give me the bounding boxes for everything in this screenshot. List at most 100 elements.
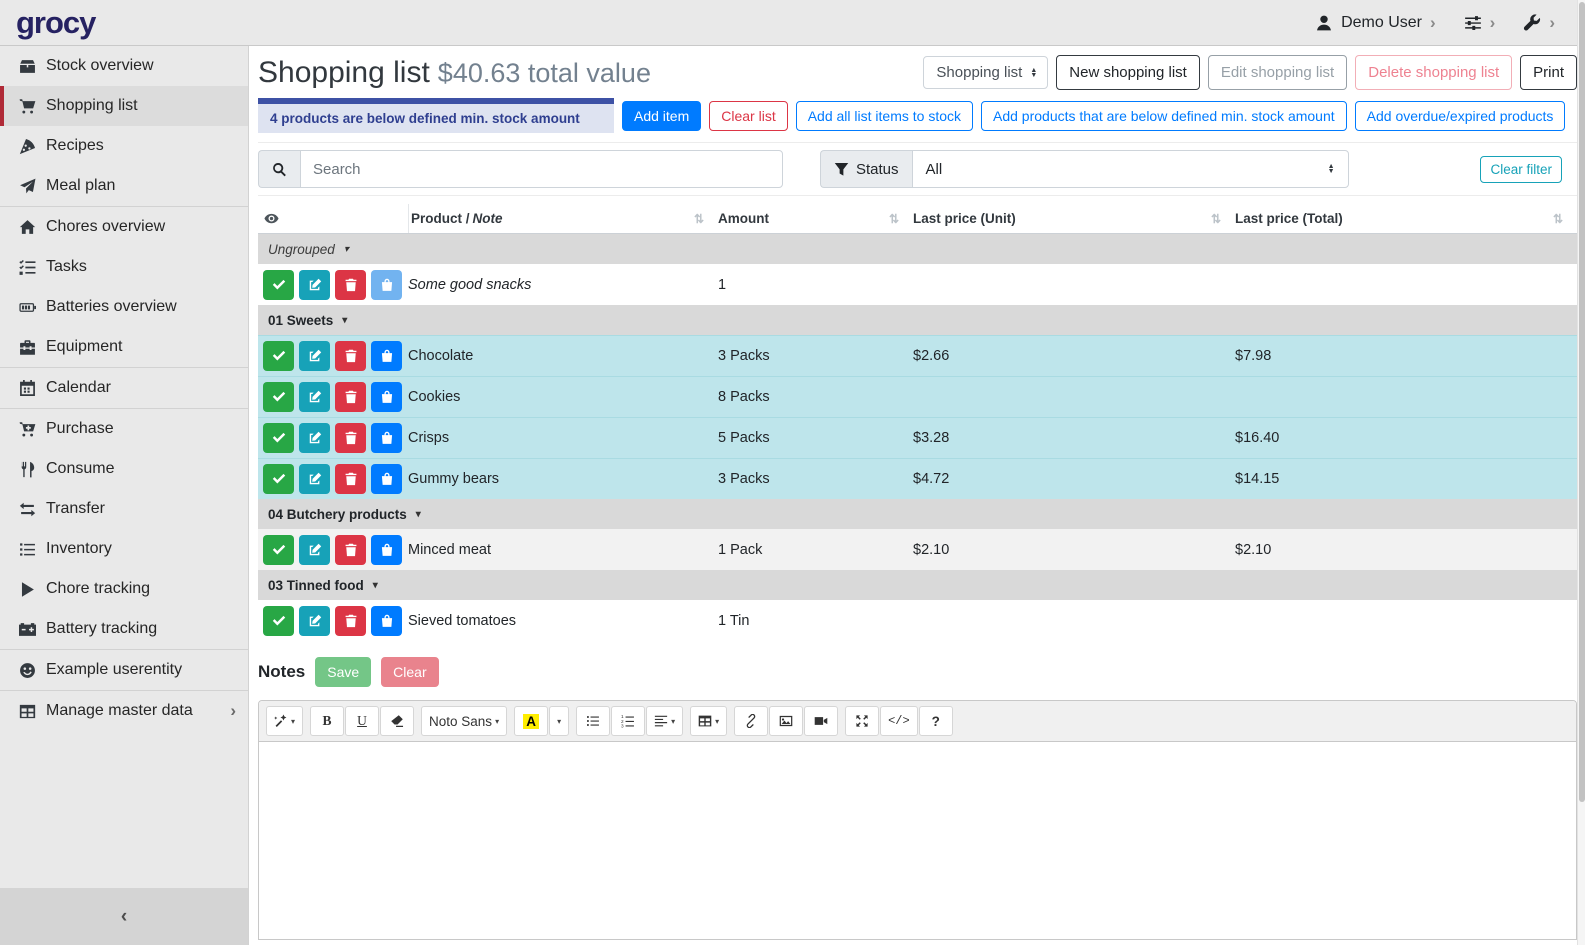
sidebar-item-chore-tracking[interactable]: Chore tracking [0,569,248,609]
sliders-icon [1464,14,1482,32]
row-add-to-stock-button[interactable] [371,382,402,412]
row-edit-button[interactable] [299,341,330,371]
sidebar-item-tasks[interactable]: Tasks [0,247,248,287]
sidebar-item-manage-master-data[interactable]: Manage master data › [0,691,248,731]
ordered-list-button[interactable] [611,706,646,736]
new-shopping-list-button[interactable]: New shopping list [1056,55,1200,90]
notes-editor-content[interactable] [259,742,1576,939]
row-done-button[interactable] [263,341,294,371]
row-done-button[interactable] [263,534,294,565]
notes-save-button[interactable]: Save [315,657,372,687]
status-filter-group: Status All ▲ ▼ [820,150,1349,188]
add-all-to-stock-button[interactable]: Add all list items to stock [795,100,973,131]
row-edit-button[interactable] [299,534,330,565]
insert-link-button[interactable] [734,706,769,736]
sidebar-item-inventory[interactable]: Inventory [0,529,248,569]
shopping-list-select[interactable]: Shopping list ▲ ▼ [923,56,1049,89]
edit-shopping-list-button[interactable]: Edit shopping list [1207,55,1348,90]
delete-shopping-list-button[interactable]: Delete shopping list [1355,55,1513,90]
edit-icon [308,472,322,486]
font-family-button[interactable]: Noto Sans ▾ [421,706,508,736]
sidebar-item-transfer[interactable]: Transfer [0,489,248,529]
row-delete-button[interactable] [335,605,366,636]
row-edit-button[interactable] [299,382,330,412]
clear-list-button[interactable]: Clear list [709,100,788,131]
page-scrollbar[interactable] [1577,0,1585,945]
clear-formatting-button[interactable] [380,706,415,736]
sidebar-item-shopping-list[interactable]: Shopping list [0,86,248,126]
sidebar-item-stock-overview[interactable]: Stock overview [0,46,248,86]
bold-button[interactable]: B [310,706,345,736]
add-overdue-button[interactable]: Add overdue/expired products [1354,100,1566,131]
code-view-button[interactable]: </> [880,706,918,736]
visibility-column-header[interactable] [258,204,408,233]
row-add-to-stock-button[interactable] [371,605,402,636]
font-color-caret-button[interactable]: ▾ [549,706,570,736]
sidebar-item-batteries-overview[interactable]: Batteries overview [0,287,248,327]
group-header-04-butchery-products[interactable]: 04 Butchery products ▾ [258,499,1577,529]
clear-filter-button[interactable]: Clear filter [1480,155,1562,183]
row-delete-button[interactable] [335,464,366,494]
last-price-total-column-header[interactable]: Last price (Total) ⇅ [1235,211,1563,226]
row-delete-button[interactable] [335,341,366,371]
row-edit-button[interactable] [299,464,330,494]
row-delete-button[interactable] [335,534,366,565]
search-input[interactable] [300,150,783,188]
row-amount: 5 Packs [718,430,770,446]
insert-table-button[interactable]: ▾ [690,706,728,736]
row-add-to-stock-button[interactable] [371,423,402,453]
sidebar-item-consume[interactable]: Consume [0,449,248,489]
min-stock-alert[interactable]: 4 products are below defined min. stock … [258,98,614,133]
add-below-min-stock-button[interactable]: Add products that are below defined min.… [981,100,1347,131]
row-add-to-stock-button[interactable] [371,341,402,371]
notes-clear-button[interactable]: Clear [381,657,439,687]
sidebar-item-calendar[interactable]: Calendar [0,368,248,408]
sidebar-item-battery-tracking[interactable]: Battery tracking [0,609,248,649]
row-edit-button[interactable] [299,605,330,636]
row-done-button[interactable] [263,605,294,636]
scrollbar-thumb[interactable] [1579,2,1585,802]
group-header-01-sweets[interactable]: 01 Sweets ▾ [258,305,1577,335]
row-delete-button[interactable] [335,269,366,300]
admin-menu[interactable]: › [1523,13,1555,33]
insert-picture-button[interactable] [769,706,804,736]
insert-video-button[interactable] [804,706,839,736]
app-logo[interactable]: grocy [16,4,96,40]
fullscreen-button[interactable] [845,706,880,736]
settings-menu[interactable]: › [1464,13,1495,33]
print-button[interactable]: Print [1520,55,1577,90]
sidebar-item-purchase[interactable]: Purchase [0,409,248,449]
row-delete-button[interactable] [335,423,366,453]
amount-column-header[interactable]: Amount ⇅ [718,211,899,226]
user-menu[interactable]: Demo User › [1315,13,1436,33]
sidebar-collapse-button[interactable]: ‹ [0,888,248,945]
sidebar-item-chores-overview[interactable]: Chores overview [0,207,248,247]
row-done-button[interactable] [263,382,294,412]
shopping-bag-icon [380,431,394,445]
sidebar-item-recipes[interactable]: Recipes [0,126,248,166]
sidebar-item-example-userentity[interactable]: Example userentity [0,650,248,690]
sidebar-item-meal-plan[interactable]: Meal plan [0,166,248,206]
row-done-button[interactable] [263,464,294,494]
row-delete-button[interactable] [335,382,366,412]
row-edit-button[interactable] [299,423,330,453]
row-done-button[interactable] [263,269,294,300]
group-header-ungrouped[interactable]: Ungrouped ▾ [258,234,1577,264]
add-item-button[interactable]: Add item [622,100,702,131]
font-color-button[interactable]: A [514,706,549,736]
row-add-to-stock-button[interactable] [371,269,402,300]
last-price-unit-column-header[interactable]: Last price (Unit) ⇅ [913,211,1221,226]
paragraph-align-button[interactable]: ▾ [646,706,684,736]
magic-style-button[interactable]: ▾ [266,706,304,736]
row-add-to-stock-button[interactable] [371,464,402,494]
group-header-03-tinned-food[interactable]: 03 Tinned food ▾ [258,570,1577,600]
row-edit-button[interactable] [299,269,330,300]
underline-button[interactable]: U [345,706,380,736]
row-add-to-stock-button[interactable] [371,534,402,565]
row-done-button[interactable] [263,423,294,453]
product-column-header[interactable]: Product / Note ⇅ [408,204,718,233]
help-button[interactable]: ? [918,706,953,736]
sidebar-item-equipment[interactable]: Equipment [0,327,248,367]
unordered-list-button[interactable] [576,706,611,736]
status-select[interactable]: All ▲ ▼ [911,150,1349,188]
